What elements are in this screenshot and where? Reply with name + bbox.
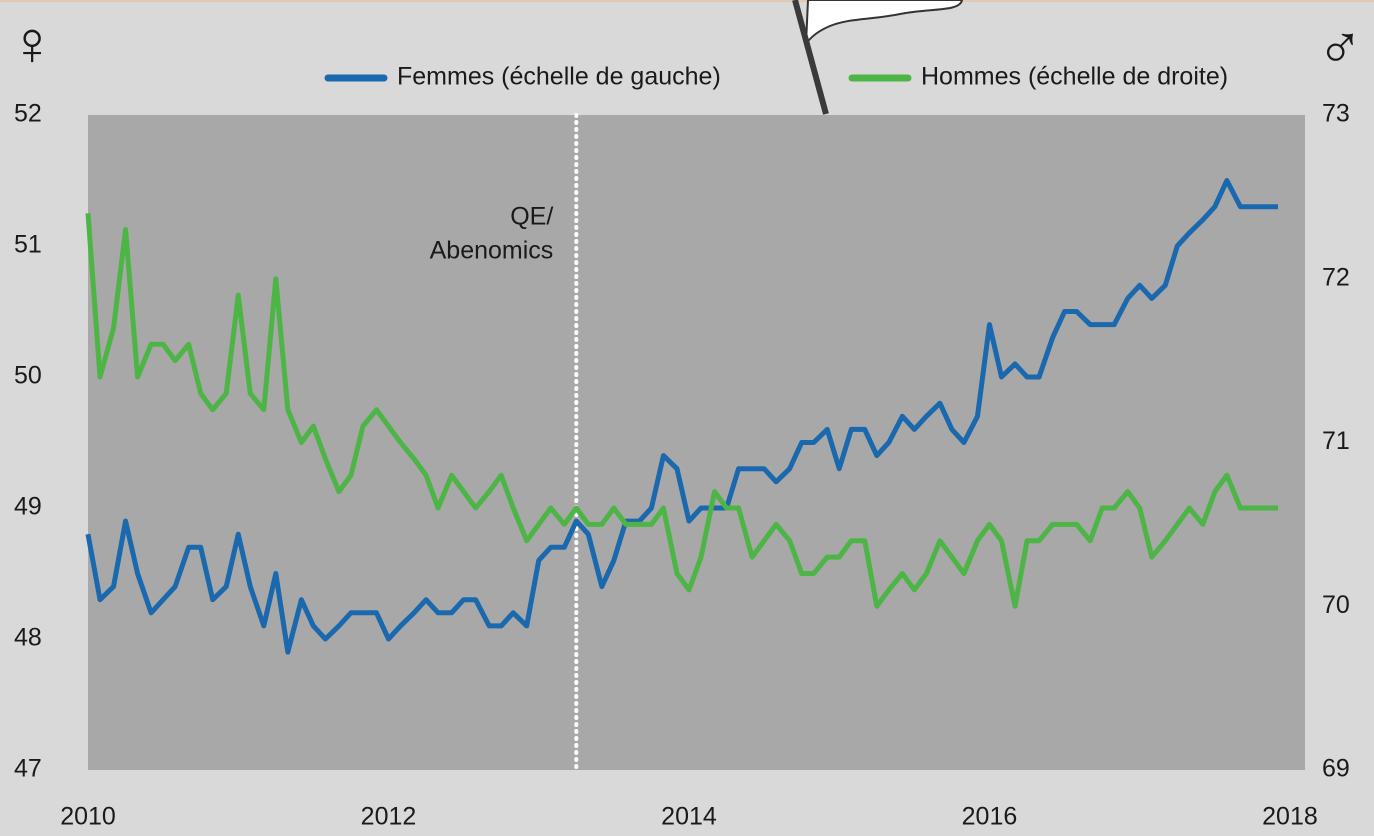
legend-label: Femmes (échelle de gauche) bbox=[397, 63, 721, 91]
y2-tick-label: 69 bbox=[1322, 755, 1350, 783]
y-tick-label: 51 bbox=[14, 231, 42, 259]
x-tick-label: 2012 bbox=[361, 803, 417, 831]
male-symbol: ♂ bbox=[1317, 13, 1364, 82]
event-label: Abenomics bbox=[430, 237, 554, 265]
plot-area bbox=[88, 115, 1305, 770]
chart: ♀ ♂ 47 48 49 50 51 52 69 70 71 72 73 2010 2012 2014 20… bbox=[0, 0, 1374, 836]
y-tick-label: 48 bbox=[14, 624, 42, 652]
y-tick-label: 49 bbox=[14, 493, 42, 521]
y-tick-label: 50 bbox=[14, 362, 42, 390]
y2-tick-label: 73 bbox=[1322, 100, 1350, 128]
x-tick-label: 2018 bbox=[1262, 803, 1318, 831]
y-tick-label: 52 bbox=[14, 100, 42, 128]
x-tick-label: 2014 bbox=[661, 803, 717, 831]
female-symbol: ♀ bbox=[9, 9, 56, 78]
legend-label: Hommes (échelle de droite) bbox=[921, 63, 1228, 91]
y2-tick-label: 72 bbox=[1322, 263, 1350, 291]
y2-tick-label: 71 bbox=[1322, 427, 1350, 455]
event-label: QE/ bbox=[510, 203, 553, 231]
y2-tick-label: 70 bbox=[1322, 591, 1350, 619]
y-tick-label: 47 bbox=[14, 755, 42, 783]
x-tick-label: 2010 bbox=[60, 803, 116, 831]
x-tick-label: 2016 bbox=[962, 803, 1018, 831]
